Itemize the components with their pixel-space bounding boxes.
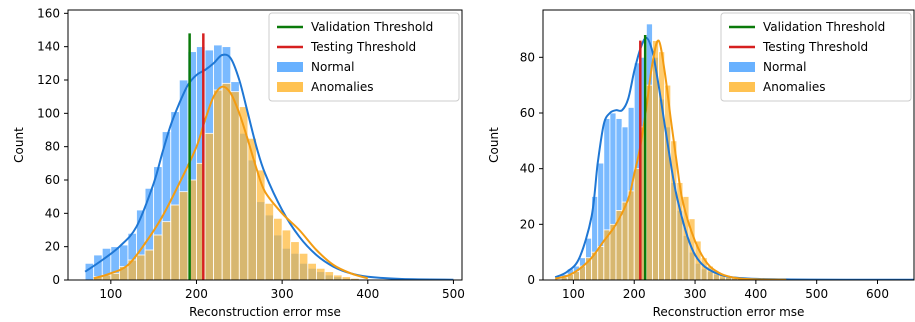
legend-label: Testing Threshold [762, 40, 868, 54]
y-tick-label: 100 [37, 106, 60, 120]
y-tick-label: 0 [52, 273, 60, 287]
y-tick-label: 60 [520, 106, 535, 120]
anomaly-bar [315, 267, 326, 280]
plot-area [84, 33, 454, 280]
legend-label: Validation Threshold [763, 20, 885, 34]
legend-label: Normal [311, 60, 354, 74]
plot-area [554, 23, 914, 280]
anomaly-bar [298, 252, 309, 280]
legend-swatch [729, 62, 755, 72]
chart-panel-1: 100 200 300 400 500 0 20 40 60 80 100 120 140 160 Reco… [12, 6, 465, 319]
x-tick-label: 500 [442, 287, 465, 301]
y-tick-label: 120 [37, 73, 60, 87]
legend-label: Anomalies [763, 80, 826, 94]
anomaly-bar [645, 84, 653, 280]
x-tick-label: 400 [356, 287, 379, 301]
anomaly-bar [307, 262, 317, 280]
legend-swatch [277, 82, 303, 92]
legend-label: Anomalies [311, 80, 374, 94]
normal-kde-line [84, 53, 454, 280]
anomaly-bar [153, 234, 163, 280]
legend: Validation Threshold Testing Threshold Nor… [720, 12, 912, 102]
x-tick-label: 100 [562, 287, 585, 301]
y-tick-label: 40 [45, 206, 60, 220]
y-tick-label: 80 [45, 140, 60, 154]
x-tick-label: 500 [805, 287, 828, 301]
anomaly-bar [230, 91, 240, 280]
anomaly-bar [256, 169, 266, 280]
y-axis-label: Count [12, 127, 26, 163]
x-tick-label: 300 [271, 287, 294, 301]
anomaly-bar [350, 277, 360, 280]
anomaly-bar [213, 89, 223, 280]
x-axis-label: Reconstruction error mse [653, 305, 805, 319]
anomaly-bar [221, 82, 232, 280]
x-tick-label: 200 [185, 287, 208, 301]
y-tick-label: 40 [520, 162, 535, 176]
anomaly-bar [170, 204, 180, 280]
legend-label: Testing Threshold [310, 40, 416, 54]
y-tick-label: 20 [520, 217, 535, 231]
x-axis-label: Reconstruction error mse [189, 305, 341, 319]
anomaly-bar [136, 254, 146, 280]
anomaly-bar [144, 249, 155, 280]
anomaly-kde-line [93, 85, 369, 280]
legend-box [268, 12, 460, 102]
anomaly-bar [204, 132, 215, 280]
anomaly-bar [264, 202, 274, 280]
anomaly-bar [110, 272, 120, 280]
anomaly-kde-line [554, 39, 787, 280]
legend-swatch [277, 62, 303, 72]
x-tick-label: 400 [744, 287, 767, 301]
x-tick-label: 200 [623, 287, 646, 301]
y-tick-label: 20 [45, 240, 60, 254]
legend-swatch [729, 82, 755, 92]
y-tick-label: 80 [520, 50, 535, 64]
y-axis-label: Count [487, 127, 501, 163]
anomaly-bar [627, 190, 635, 280]
anomaly-bar [324, 271, 334, 280]
anomaly-bar [333, 274, 343, 280]
chart-panel-2: 100 200 300 400 500 600 0 20 40 60 80 Reconstructio… [487, 9, 915, 319]
y-tick-label: 140 [37, 40, 60, 54]
anomaly-bar [597, 246, 605, 280]
anomaly-bar [178, 191, 189, 280]
legend-label: Normal [763, 60, 806, 74]
legend-box [720, 12, 912, 102]
axes-frame [67, 9, 463, 281]
x-tick-label: 300 [684, 287, 707, 301]
y-tick-label: 0 [527, 273, 535, 287]
anomaly-bar [273, 217, 283, 280]
y-tick-label: 60 [45, 173, 60, 187]
legend: Validation Threshold Testing Threshold Nor… [268, 12, 460, 102]
anomaly-bar [247, 137, 257, 280]
anomaly-bar [290, 241, 300, 280]
x-tick-label: 100 [99, 287, 122, 301]
anomaly-bar [621, 201, 629, 280]
y-tick-label: 160 [37, 6, 60, 20]
x-tick-label: 600 [866, 287, 889, 301]
anomaly-bar [281, 229, 292, 280]
axes-frame [542, 9, 915, 281]
legend-label: Validation Threshold [311, 20, 433, 34]
anomaly-bar [161, 221, 172, 280]
